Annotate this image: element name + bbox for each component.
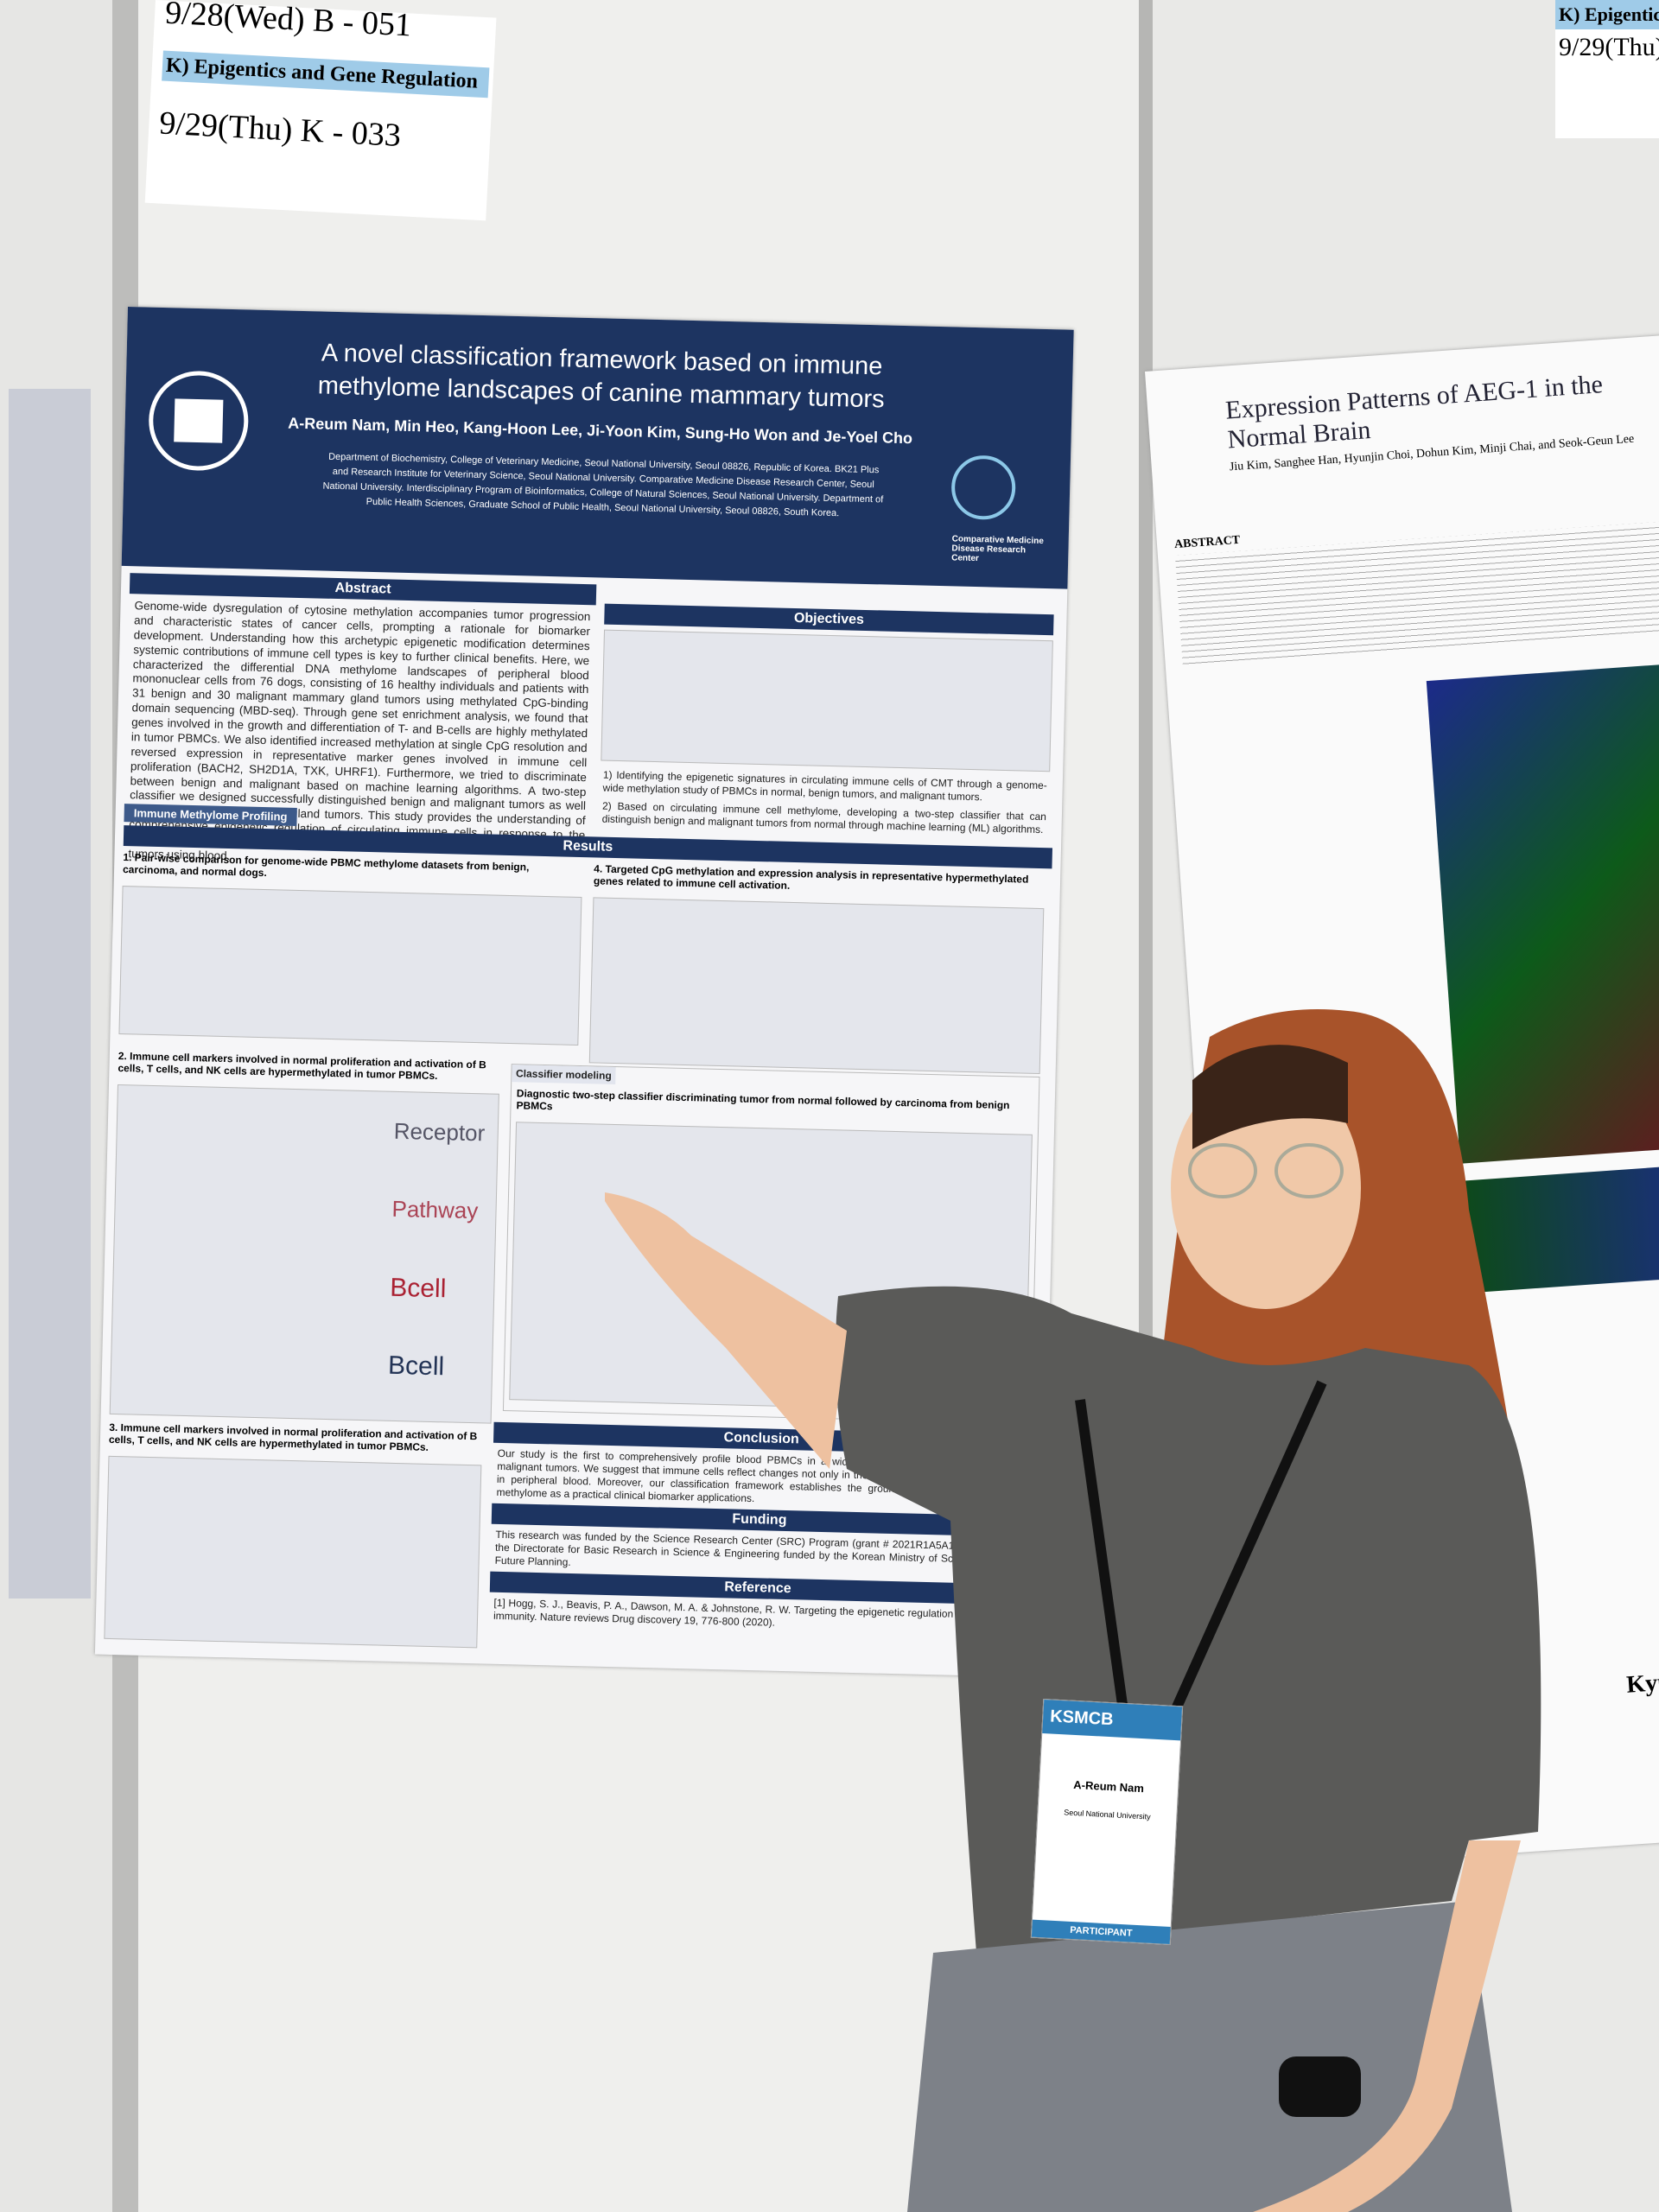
glasses — [1274, 1143, 1344, 1198]
badge-affiliation: Seoul National University — [1063, 1808, 1151, 1821]
glasses — [1188, 1143, 1257, 1198]
center-logo — [951, 455, 1016, 520]
shirt — [835, 1286, 1541, 1953]
sign-text: 9/29(Thu) — [1559, 33, 1659, 61]
badge-brand: KSMCB — [1042, 1700, 1183, 1741]
poster: A novel classification framework based o… — [94, 307, 1074, 1678]
lanyard — [1075, 1380, 1327, 1713]
sign-session: K) Epigentics — [1555, 0, 1659, 29]
poster-header: A novel classification framework based o… — [121, 307, 1074, 589]
watch — [1279, 2056, 1361, 2117]
pants — [907, 1901, 1512, 2212]
university-logo — [149, 371, 249, 471]
badge-name: A-Reum Nam — [1072, 1777, 1145, 1796]
left-poster — [9, 389, 91, 1599]
right-sign: K) Epigentics 9/29(Thu) — [1555, 0, 1659, 138]
name-badge: KSMCB A-Reum Nam Seoul National Universi… — [1030, 1698, 1184, 1946]
hair-top — [1192, 1045, 1348, 1149]
left-arm — [1253, 1840, 1521, 2212]
arm — [605, 1192, 847, 1469]
